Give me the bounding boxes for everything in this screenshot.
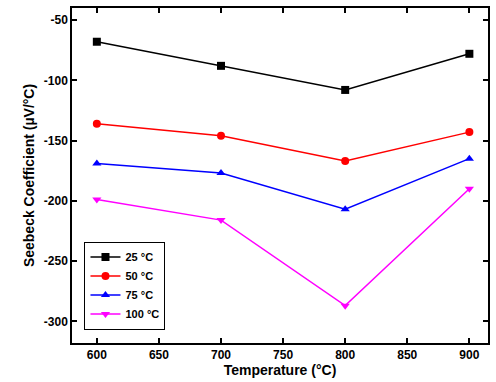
svg-text:25 °C: 25 °C [125,251,153,263]
svg-text:-150: -150 [44,134,68,148]
svg-text:75 °C: 75 °C [125,289,153,301]
svg-text:650: 650 [149,348,169,362]
svg-text:-100: -100 [44,74,68,88]
svg-text:800: 800 [335,348,355,362]
svg-text:-200: -200 [44,194,68,208]
svg-text:-250: -250 [44,254,68,268]
svg-text:700: 700 [211,348,231,362]
svg-text:100 °C: 100 °C [125,308,159,320]
svg-text:900: 900 [459,348,479,362]
svg-text:-50: -50 [51,13,69,27]
svg-text:-300: -300 [44,315,68,329]
svg-text:750: 750 [273,348,293,362]
svg-text:50 °C: 50 °C [125,270,153,282]
svg-text:Seebeck Coefficient (µV/°C): Seebeck Coefficient (µV/°C) [21,84,37,267]
svg-text:850: 850 [397,348,417,362]
svg-text:600: 600 [87,348,107,362]
svg-text:Temperature (°C): Temperature (°C) [224,362,337,378]
